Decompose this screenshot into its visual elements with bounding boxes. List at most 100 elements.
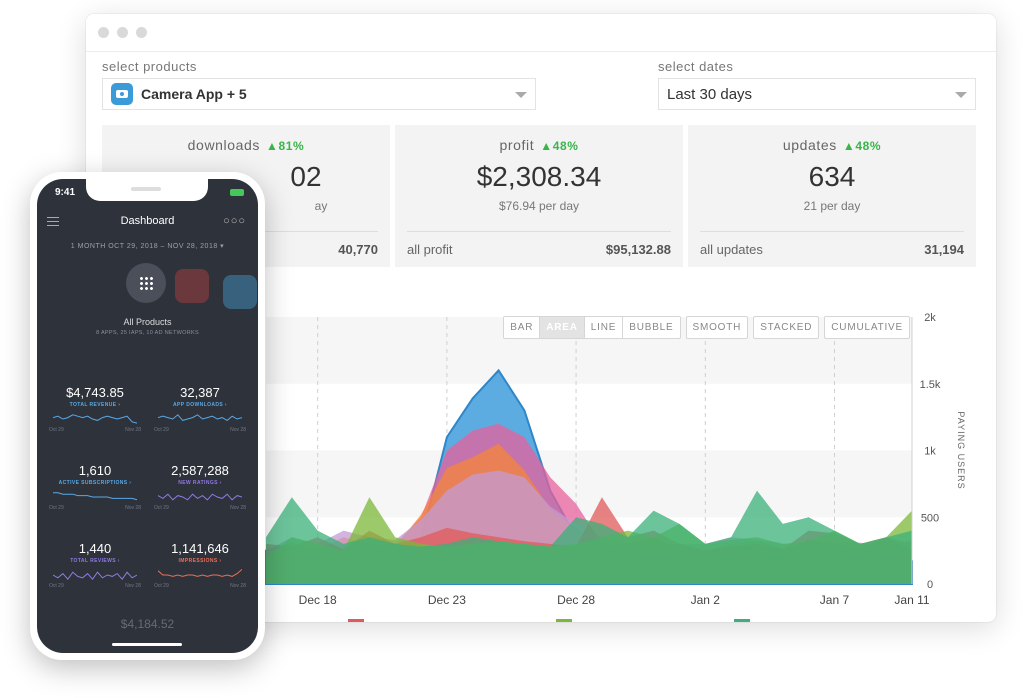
phone-metric-label: TOTAL REVENUE › [69, 402, 121, 408]
sparkline-start-label: Oct 29 [154, 505, 169, 511]
phone-sparkline-axis: Oct 29 Nov 28 [49, 427, 141, 433]
chart-y-tick-label: 1k [924, 446, 936, 458]
products-label: select products [102, 59, 197, 74]
phone-metric-card[interactable]: 2,587,288 NEW RATINGS › Oct 29 Nov 28 [154, 463, 246, 511]
chart-y-tick-label: 0 [927, 579, 933, 591]
products-select[interactable]: Camera App + 5 [102, 78, 536, 110]
phone-metric-value: 1,141,646 [171, 541, 229, 556]
chart-toggle-group: SMOOTH STACKED CUMULATIVE [685, 316, 910, 339]
window-minimize-dot[interactable] [117, 27, 128, 38]
phone-metric-value: 32,387 [180, 385, 220, 400]
chart-type-bubble-button[interactable]: BUBBLE [629, 322, 674, 333]
updates-change-value: 48% [855, 139, 882, 153]
sparkline-start-label: Oct 29 [49, 505, 64, 511]
app-icon-red[interactable] [175, 269, 209, 303]
chart-legend-swatch [556, 619, 572, 622]
menu-icon[interactable] [47, 217, 59, 226]
downloads-change-value: 81% [278, 139, 305, 153]
dates-select-value: Last 30 days [667, 85, 753, 103]
chart-x-tick-label: Dec 18 [299, 593, 337, 607]
updates-footer: all updates 31,194 [700, 231, 964, 257]
phone-metric-card[interactable]: $4,743.85 TOTAL REVENUE › Oct 29 Nov 28 [49, 385, 141, 433]
sparkline-end-label: Nov 28 [125, 583, 141, 589]
phone-metric-card[interactable]: 1,141,646 IMPRESSIONS › Oct 29 Nov 28 [154, 541, 246, 589]
profit-foot-value: $95,132.88 [605, 242, 671, 257]
sparkline-start-label: Oct 29 [49, 583, 64, 589]
sparkline-end-label: Nov 28 [230, 583, 246, 589]
phone-sparkline [53, 571, 137, 581]
all-products-button[interactable] [126, 263, 166, 303]
products-select-value: Camera App + 5 [141, 86, 247, 102]
chart-type-line-button[interactable]: LINE [585, 317, 624, 338]
chart-x-tick-label: Dec 28 [557, 593, 595, 607]
phone-sparkline-line [53, 571, 137, 581]
chart-x-tick-label: Jan 2 [691, 593, 721, 607]
sparkline-end-label: Nov 28 [230, 427, 246, 433]
status-time: 9:41 [55, 187, 76, 198]
phone-metric-value: 2,587,288 [171, 463, 229, 478]
all-products-label: All Products [123, 317, 172, 327]
phone-metric-card[interactable]: 32,387 APP DOWNLOADS › Oct 29 Nov 28 [154, 385, 246, 433]
updates-card[interactable]: updates ▲48% 634 21 per day all updates 3… [688, 125, 976, 267]
phone-sparkline-line [158, 569, 242, 577]
profit-card[interactable]: profit ▲48% $2,308.34 $76.94 per day all … [395, 125, 683, 267]
sparkline-end-label: Nov 28 [125, 505, 141, 511]
sparkline-end-label: Nov 28 [230, 505, 246, 511]
phone-sparkline [53, 492, 137, 501]
phone-sparkline-line [53, 414, 137, 424]
chart-cumulative-toggle[interactable]: CUMULATIVE [831, 322, 903, 333]
downloads-title-row: downloads ▲81% [102, 137, 390, 153]
downloads-change: ▲81% [266, 139, 305, 153]
chart-type-bar-button[interactable]: BAR [504, 317, 541, 338]
chart-grid-band [266, 450, 912, 518]
sparkline-start-label: Oct 29 [49, 427, 64, 433]
phone-sparkline-axis: Oct 29 Nov 28 [154, 583, 246, 589]
chart-legend-swatch [348, 619, 364, 622]
phone-metric-label: ACTIVE SUBSCRIPTIONS › [58, 480, 132, 486]
profit-value: $2,308.34 [476, 161, 602, 192]
home-indicator [112, 643, 182, 646]
updates-value: 634 [808, 161, 856, 192]
grid-icon [139, 276, 153, 290]
chart-x-tick-label: Jan 11 [894, 593, 929, 607]
phone-sparkline-line [53, 492, 137, 501]
more-icon[interactable]: ○○○ [223, 215, 246, 227]
chart-smooth-toggle[interactable]: SMOOTH [692, 322, 742, 333]
phone-date-range[interactable]: 1 MONTH OCT 29, 2018 – NOV 28, 2018 ▾ [70, 243, 225, 250]
chart-x-tick-label: Jan 7 [820, 593, 850, 607]
phone-metric-label: APP DOWNLOADS › [173, 402, 227, 408]
dates-label: select dates [658, 59, 734, 74]
phone-sparkline [158, 414, 242, 422]
phone-metric-value: 1,610 [78, 463, 112, 478]
chart-y-tick-label: 2k [924, 312, 936, 324]
profit-sub: $76.94 per day [498, 199, 580, 213]
camera-app-icon-phone[interactable] [223, 275, 257, 309]
window-titlebar [86, 14, 996, 52]
phone-sparkline-line [158, 493, 242, 501]
chart-stacked-toggle[interactable]: STACKED [760, 322, 813, 333]
sparkline-end-label: Nov 28 [125, 427, 141, 433]
dates-select[interactable]: Last 30 days [658, 78, 976, 110]
downloads-title: downloads [187, 137, 261, 153]
chevron-down-icon [955, 92, 967, 98]
chart-legend-swatch [734, 619, 750, 622]
phone-sparkline-axis: Oct 29 Nov 28 [154, 427, 246, 433]
phone-title: Dashboard [120, 215, 175, 227]
phone-sparkline [158, 493, 242, 501]
chart-controls: BAR AREA LINE BUBBLE SMOOTH STACKED CUMULATIV… [503, 316, 910, 339]
profit-title-row: profit ▲48% [395, 137, 683, 153]
chart-y-tick-label: 500 [921, 512, 939, 524]
chart-type-group: BAR AREA LINE BUBBLE [503, 316, 681, 339]
phone-metric-value: $4,743.85 [66, 385, 124, 400]
phone-sparkline-line [158, 414, 242, 422]
phone-metric-card[interactable]: 1,610 ACTIVE SUBSCRIPTIONS › Oct 29 Nov 28 [49, 463, 141, 511]
phone-metric-card[interactable]: 1,440 TOTAL REVIEWS › Oct 29 Nov 28 [49, 541, 141, 589]
phone-frame: 9:41 Dashboard ○○○ 1 MONTH OCT 29, 2018 … [30, 172, 265, 660]
updates-sub: 21 per day [803, 199, 861, 213]
sparkline-start-label: Oct 29 [154, 427, 169, 433]
window-close-dot[interactable] [98, 27, 109, 38]
window-maximize-dot[interactable] [136, 27, 147, 38]
chart-type-area-button[interactable]: AREA [540, 317, 585, 338]
phone-metric-label: TOTAL REVIEWS › [70, 558, 120, 564]
